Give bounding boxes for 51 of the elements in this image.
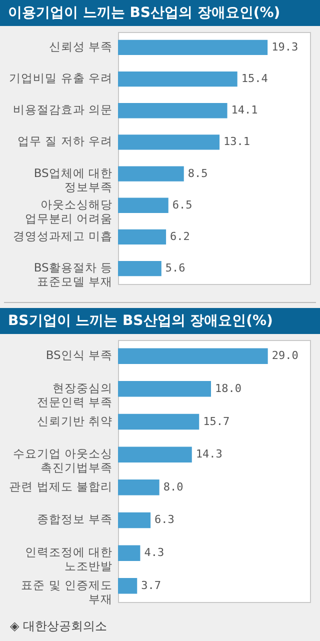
bar <box>118 480 160 496</box>
bar <box>118 229 166 245</box>
data-label: 6.3 <box>154 513 174 526</box>
bar <box>118 103 228 118</box>
data-label: 8.0 <box>163 480 184 494</box>
bar <box>118 578 138 594</box>
bar <box>118 381 211 397</box>
y-tick-label: 기업비밀 유출 우려 <box>9 71 112 86</box>
data-label: 3.7 <box>141 578 161 592</box>
bar <box>118 260 162 276</box>
bar <box>118 414 200 430</box>
bar <box>118 40 268 56</box>
y-tick-label: 현장중심의 전문인력 부족 <box>36 380 112 409</box>
y-tick-label: 수요기업 아웃소싱 촉진기법부족 <box>12 446 112 475</box>
y-tick-label: 업무 질 저하 우려 <box>18 134 112 148</box>
y-tick-label: BS인식 부족 <box>46 348 112 362</box>
data-label: 8.5 <box>188 166 208 180</box>
y-tick-label: 아웃소싱해당 업무분리 어려움 <box>24 197 112 226</box>
data-label: 18.0 <box>215 382 242 395</box>
data-label: 19.3 <box>272 40 298 54</box>
y-tick-label: 종합정보 부족 <box>36 512 112 526</box>
y-tick-label: 경영성과제고 미흡 <box>12 228 112 243</box>
bar <box>118 134 220 150</box>
chart-title: BS기업이 느끼는 BS산업의 장애요인(%) <box>0 308 320 334</box>
data-label: 29.0 <box>272 349 298 362</box>
y-tick-label: BS활용절차 등 표준모델 부재 <box>34 260 112 289</box>
bar <box>118 166 184 182</box>
data-label: 6.2 <box>170 230 190 243</box>
y-tick-label: 표준 및 인증제도 부재 <box>21 578 112 606</box>
y-tick-label: 신뢰성 부족 <box>48 39 112 54</box>
bar <box>118 545 140 561</box>
data-label: 13.1 <box>224 135 250 148</box>
data-label: 5.6 <box>165 262 186 275</box>
text: ◈ 대한상공회의소 <box>9 618 108 635</box>
y-tick-label: 관련 법제도 불합리 <box>9 479 112 494</box>
data-label: 15.7 <box>203 414 230 428</box>
y-tick-label: 인력조정에 대한 노조반발 <box>24 545 112 574</box>
data-label: 14.1 <box>231 104 258 117</box>
data-label: 6.5 <box>172 198 192 212</box>
y-tick-label: BS업체에 대한 정보부족 <box>34 166 112 194</box>
y-tick-label: 신뢰기반 취약 <box>36 414 112 428</box>
bar <box>118 348 268 364</box>
data-label: 15.4 <box>241 72 268 86</box>
chart-title: 이용기업이 느끼는 BS산업의 장애요인(%) <box>0 0 320 26</box>
y-tick-label: 비용절감효과 의문 <box>12 102 112 117</box>
data-label: 14.3 <box>196 448 222 461</box>
bar <box>118 71 238 87</box>
bar <box>118 446 192 462</box>
data-label: 4.3 <box>144 546 164 560</box>
bar <box>118 198 168 213</box>
bar <box>118 512 151 528</box>
